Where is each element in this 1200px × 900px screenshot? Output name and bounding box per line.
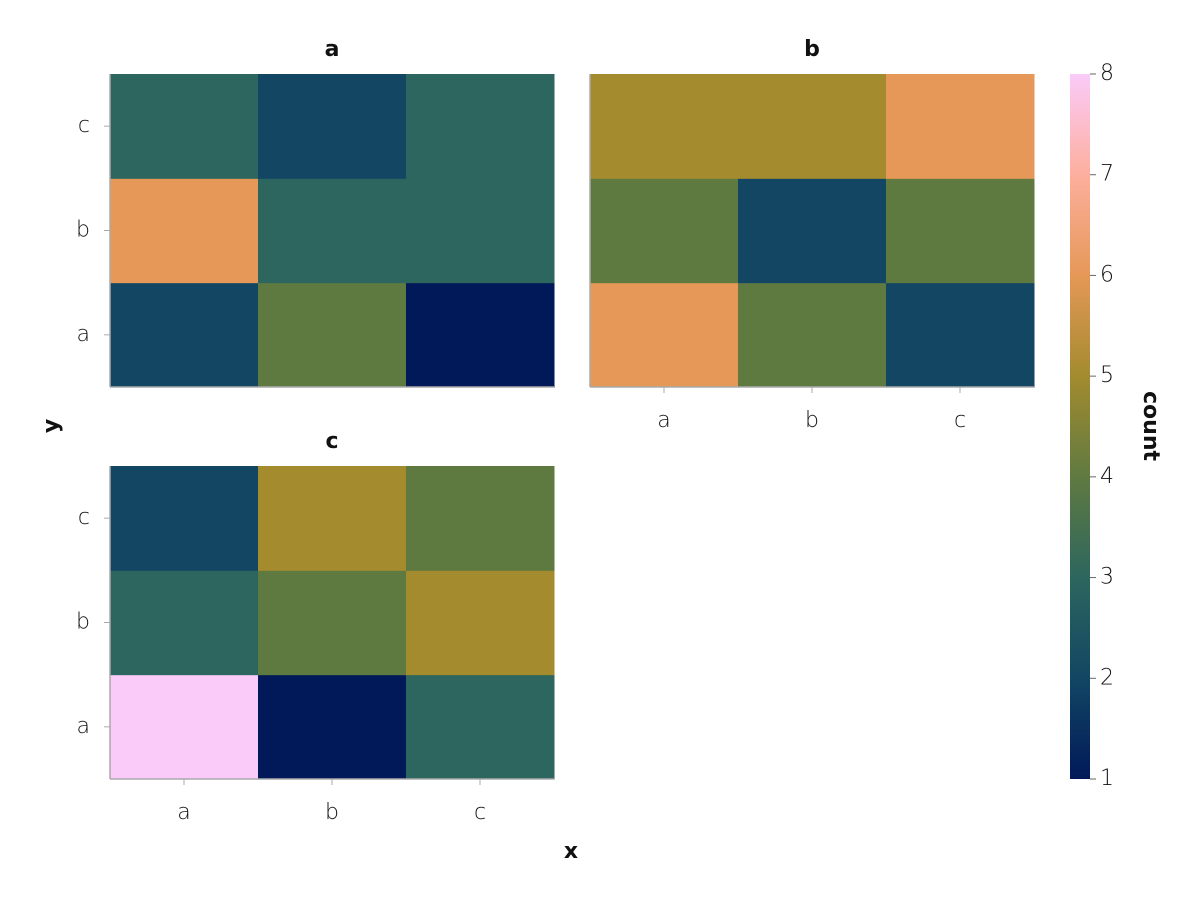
- heatmap-cell: [406, 674, 555, 780]
- colorbar-tick-label: 4: [1100, 464, 1114, 489]
- colorbar-tick-label: 6: [1100, 262, 1114, 287]
- heatmap-cell: [886, 74, 1035, 179]
- y-axis-label: y: [39, 419, 64, 433]
- panel-title: c: [325, 429, 338, 454]
- heatmap-cell: [406, 466, 555, 571]
- x-tick-label: c: [474, 800, 486, 825]
- x-tick-label: c: [954, 408, 966, 433]
- heatmap-cell: [110, 674, 259, 780]
- colorbar-tick-label: 1: [1100, 766, 1114, 791]
- heatmap-cell: [258, 570, 407, 676]
- y-tick-label: c: [78, 113, 90, 138]
- heatmap-cell: [258, 282, 407, 388]
- heatmap-cell: [590, 74, 739, 179]
- colorbar-tick-label: 2: [1100, 665, 1114, 690]
- y-tick-label: a: [77, 322, 90, 347]
- heatmap-cell: [258, 466, 407, 571]
- y-tick-label: b: [76, 610, 90, 635]
- heatmap-cell: [110, 178, 259, 284]
- x-tick-label: b: [325, 800, 339, 825]
- heatmap-cell: [738, 74, 887, 179]
- colorbar-tick-label: 8: [1100, 61, 1114, 86]
- heatmap-cell: [110, 282, 259, 388]
- colorbar-tick-label: 3: [1100, 565, 1114, 590]
- x-tick-label: a: [177, 800, 190, 825]
- heatmap-cell: [110, 570, 259, 676]
- heatmap-cell: [590, 282, 739, 388]
- x-axis-label: x: [564, 839, 578, 864]
- heatmap-cell: [886, 178, 1035, 284]
- heatmap-cell: [590, 178, 739, 284]
- y-tick-label: a: [77, 714, 90, 739]
- heatmap-cell: [738, 282, 887, 388]
- heatmap-cell: [110, 74, 259, 179]
- heatmap-cell: [258, 178, 407, 284]
- heatmap-cell: [406, 178, 555, 284]
- heatmap-cell: [738, 178, 887, 284]
- colorbar-tick-label: 7: [1100, 162, 1114, 187]
- y-tick-label: b: [76, 218, 90, 243]
- panel-title: a: [325, 37, 340, 62]
- x-tick-label: b: [805, 408, 819, 433]
- colorbar-label: count: [1138, 391, 1163, 461]
- heatmap-cell: [406, 74, 555, 179]
- heatmap-cell: [406, 282, 555, 388]
- colorbar-tick-label: 5: [1100, 363, 1114, 388]
- heatmap-cell: [886, 282, 1035, 388]
- x-tick-label: a: [657, 408, 670, 433]
- heatmap-cell: [110, 466, 259, 571]
- panel-title: b: [804, 37, 820, 62]
- heatmap-cell: [258, 674, 407, 780]
- colorbar: [1070, 74, 1090, 779]
- heatmap-cell: [258, 74, 407, 179]
- y-tick-label: c: [78, 505, 90, 530]
- heatmap-cell: [406, 570, 555, 676]
